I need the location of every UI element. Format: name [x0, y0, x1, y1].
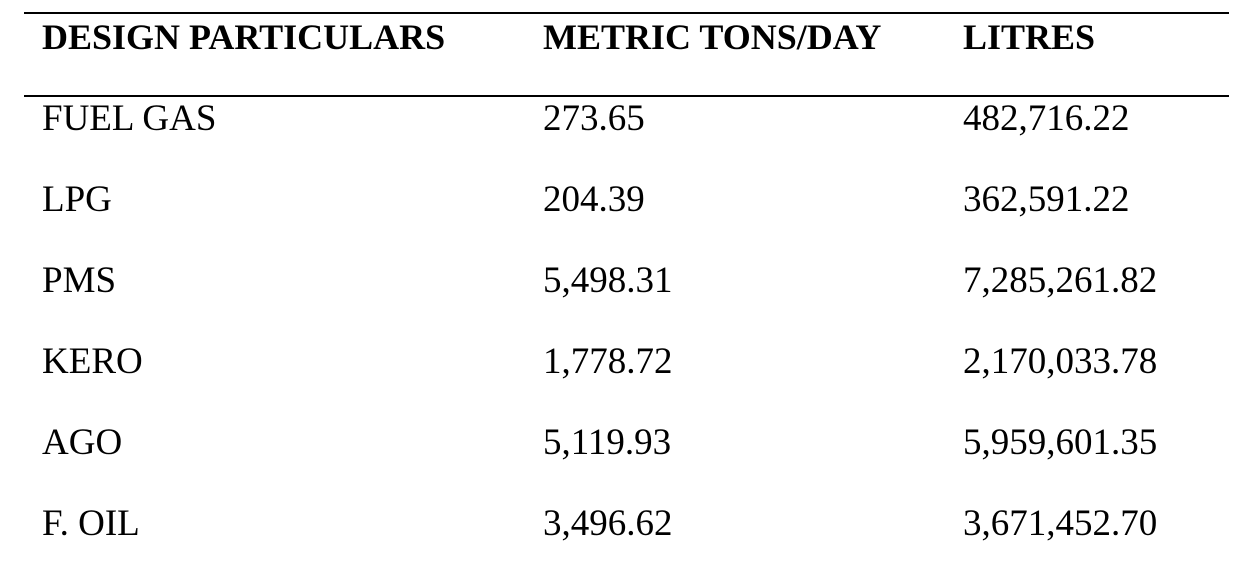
table-header-row: DESIGN PARTICULARS METRIC TONS/DAY LITRE… [0, 7, 1239, 67]
cell-particular: PMS [42, 260, 117, 301]
cell-metric-tons: 3,496.62 [543, 503, 673, 544]
cell-litres: 362,591.22 [963, 179, 1130, 220]
cell-particular: AGO [42, 422, 123, 463]
cell-metric-tons: 1,778.72 [543, 341, 673, 382]
cell-metric-tons: 5,498.31 [543, 260, 673, 301]
table-header-rule [24, 95, 1229, 97]
cell-particular: KERO [42, 341, 143, 382]
cell-litres: 5,959,601.35 [963, 422, 1158, 463]
header-design-particulars: DESIGN PARTICULARS [42, 17, 446, 57]
table-top-rule [24, 12, 1229, 14]
table-row: KERO 1,778.72 2,170,033.78 [0, 332, 1239, 392]
header-litres: LITRES [963, 17, 1096, 57]
cell-particular: FUEL GAS [42, 98, 217, 139]
table-row: FUEL GAS 273.65 482,716.22 [0, 89, 1239, 149]
cell-litres: 3,671,452.70 [963, 503, 1158, 544]
table-row: AGO 5,119.93 5,959,601.35 [0, 413, 1239, 473]
cell-particular: F. OIL [42, 503, 140, 544]
cell-litres: 2,170,033.78 [963, 341, 1158, 382]
table-row: LPG 204.39 362,591.22 [0, 170, 1239, 230]
cell-metric-tons: 273.65 [543, 98, 645, 139]
table-row: PMS 5,498.31 7,285,261.82 [0, 251, 1239, 311]
header-metric-tons-day: METRIC TONS/DAY [543, 17, 882, 57]
cell-metric-tons: 204.39 [543, 179, 645, 220]
cell-litres: 7,285,261.82 [963, 260, 1158, 301]
cell-metric-tons: 5,119.93 [543, 422, 672, 463]
table-row: F. OIL 3,496.62 3,671,452.70 [0, 494, 1239, 554]
cell-particular: LPG [42, 179, 112, 220]
cell-litres: 482,716.22 [963, 98, 1130, 139]
